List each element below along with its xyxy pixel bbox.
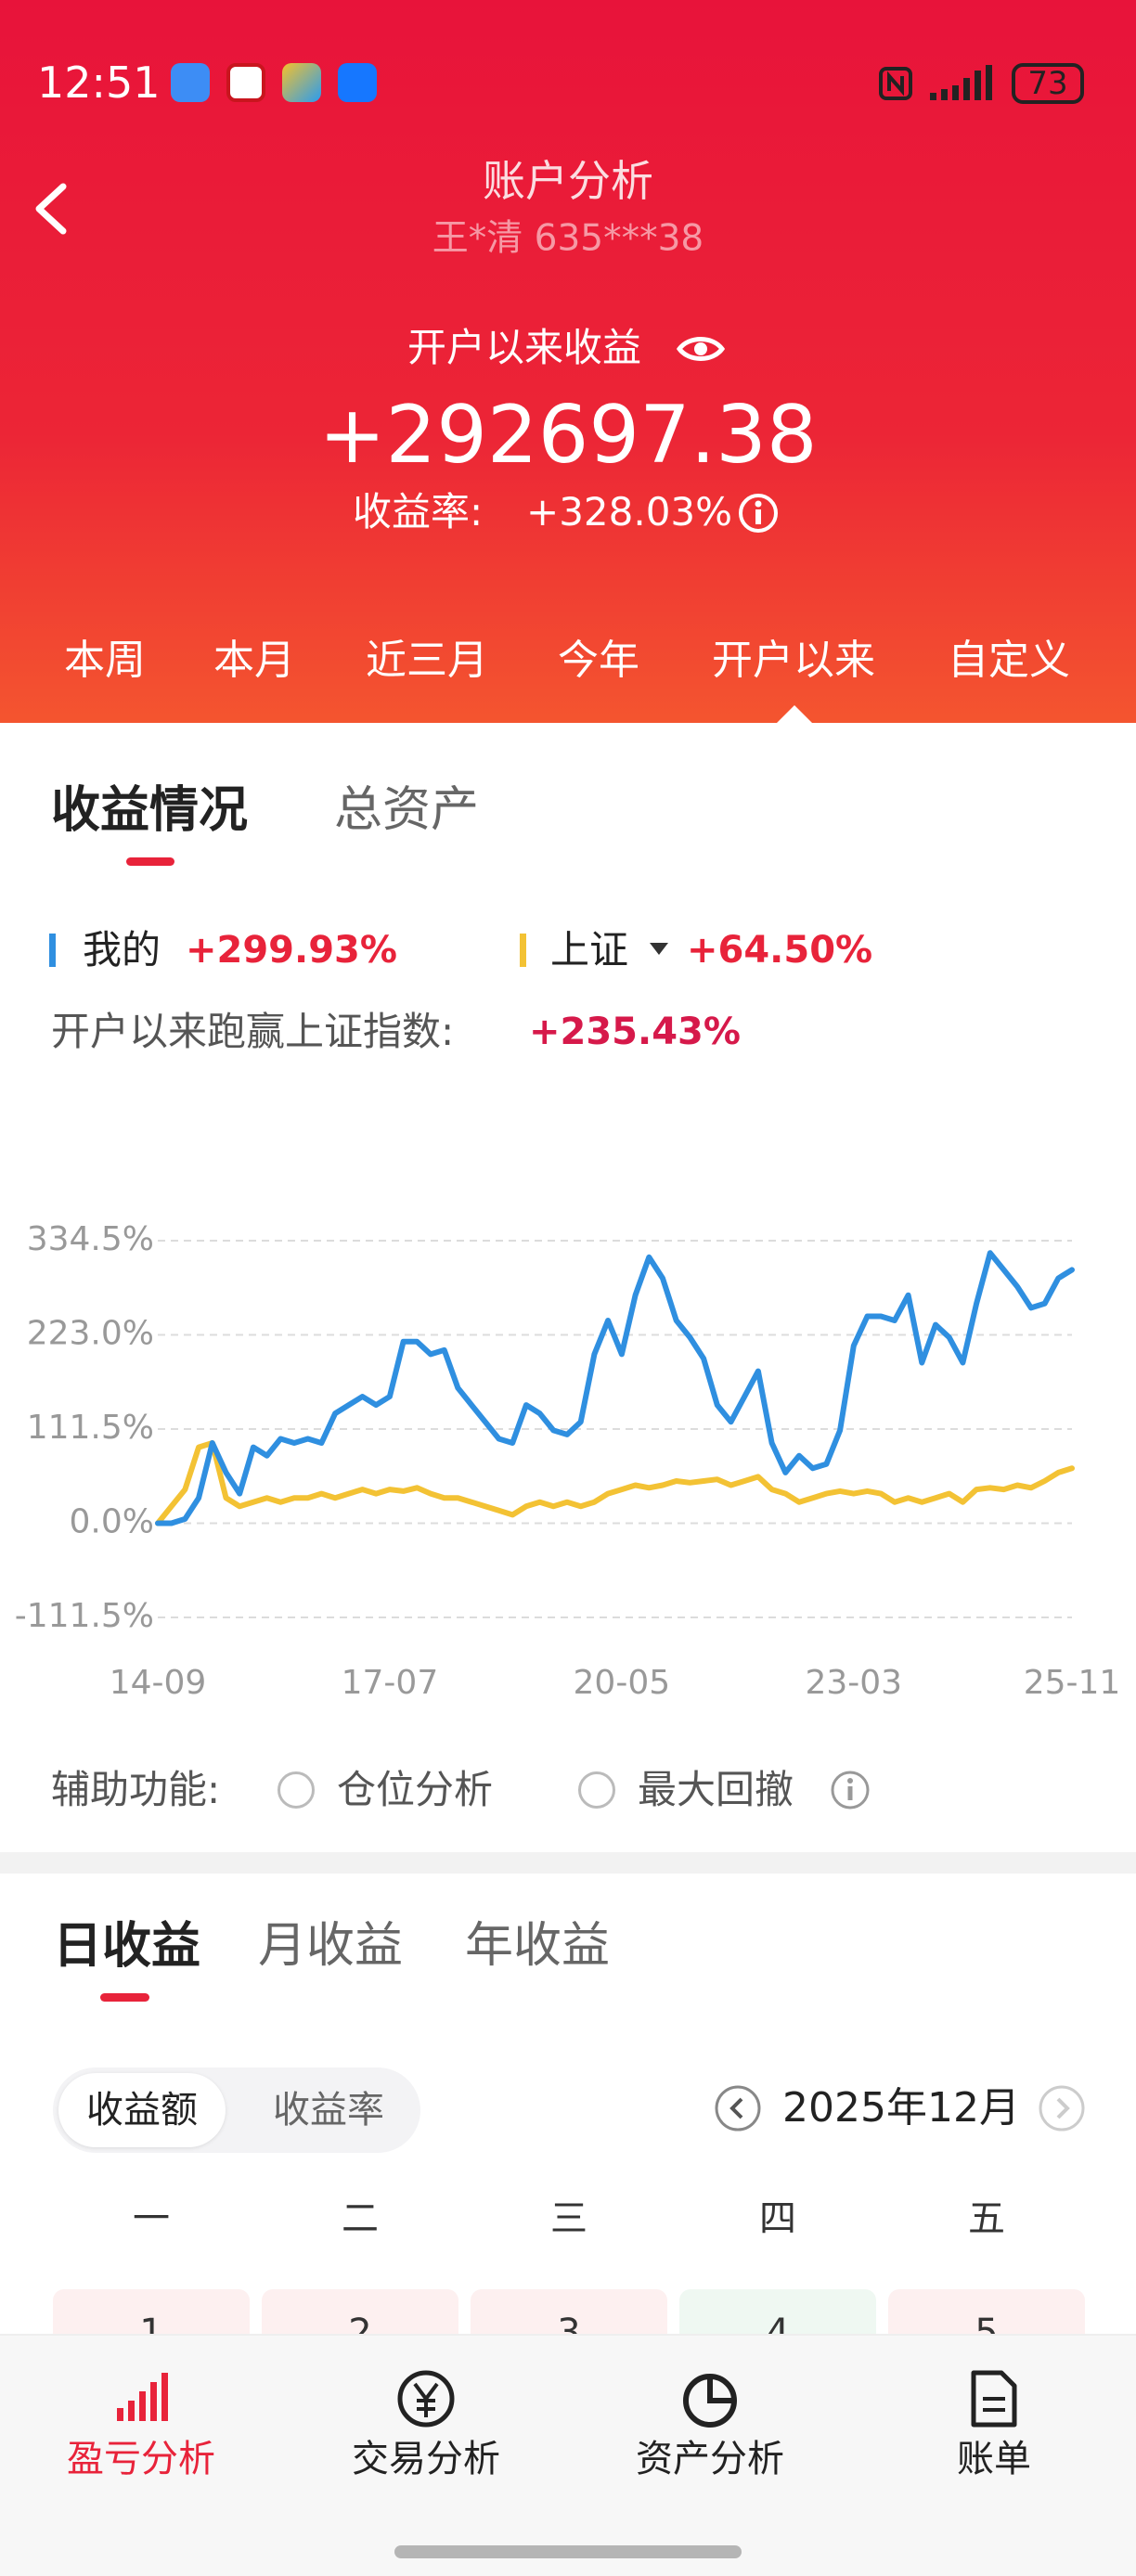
dropdown-arrow[interactable] xyxy=(650,943,668,956)
earning-tab[interactable]: 年收益 xyxy=(465,1918,611,1974)
bottom-nav: 盈亏分析 交易分析 资产分析 账单 xyxy=(0,2334,1136,2576)
nav-label[interactable]: 资产分析 xyxy=(636,2438,784,2480)
app-icon xyxy=(226,63,265,102)
legend-swatch xyxy=(520,934,526,967)
period-tab[interactable]: 开户以来 xyxy=(712,637,875,684)
legend-value: +64.50% xyxy=(687,929,873,972)
x-tick-label: 23-03 xyxy=(805,1664,902,1702)
app-icon xyxy=(282,63,321,102)
aux-label: 辅助功能: xyxy=(51,1767,221,1812)
nav-label[interactable]: 账单 xyxy=(957,2438,1031,2480)
radio[interactable] xyxy=(278,1771,315,1809)
y-tick-label: -111.5% xyxy=(15,1597,154,1635)
aux-option[interactable]: 最大回撤 xyxy=(638,1767,794,1812)
info-icon[interactable] xyxy=(829,1769,871,1811)
nav-icon[interactable] xyxy=(968,2367,1020,2430)
total-profit: +292697.38 xyxy=(318,389,818,482)
toggle-active xyxy=(58,2073,226,2147)
info-icon[interactable] xyxy=(737,492,780,535)
nfc-icon xyxy=(879,67,912,100)
period-tab[interactable]: 本月 xyxy=(213,637,295,684)
earning-tab[interactable]: 月收益 xyxy=(258,1918,404,1974)
y-tick-label: 111.5% xyxy=(27,1409,154,1447)
period-tab[interactable]: 自定义 xyxy=(948,637,1070,684)
toggle-option[interactable]: 收益额 xyxy=(86,2089,198,2132)
rate-label: 收益率: xyxy=(353,489,484,535)
outperform-label: 开户以来跑赢上证指数: xyxy=(51,1009,455,1054)
legend-label: 我的 xyxy=(83,927,161,972)
y-tick-label: 0.0% xyxy=(70,1503,154,1541)
app-icon xyxy=(338,63,377,102)
section-tab[interactable]: 收益情况 xyxy=(51,781,248,839)
eye-icon[interactable] xyxy=(676,330,726,367)
weekday: 一 xyxy=(133,2197,170,2240)
battery-level: 73 xyxy=(1027,65,1068,102)
legend-value: +299.93% xyxy=(186,929,397,972)
weekday: 二 xyxy=(342,2197,379,2240)
x-tick-label: 20-05 xyxy=(574,1664,671,1702)
radio[interactable] xyxy=(578,1771,615,1809)
y-tick-label: 334.5% xyxy=(27,1220,154,1258)
nav-icon[interactable] xyxy=(678,2367,742,2430)
back-button[interactable] xyxy=(28,181,74,237)
x-tick-label: 14-09 xyxy=(110,1664,207,1702)
nav-icon[interactable] xyxy=(394,2367,458,2430)
nav-label[interactable]: 盈亏分析 xyxy=(67,2438,215,2480)
weekday: 三 xyxy=(550,2197,587,2240)
legend-label[interactable]: 上证 xyxy=(550,927,629,972)
y-tick-label: 223.0% xyxy=(27,1315,154,1353)
header-background xyxy=(0,0,1136,723)
summary-label: 开户以来收益 xyxy=(407,325,642,370)
tab-underline xyxy=(100,1993,149,2002)
line-series xyxy=(155,1250,1075,1526)
earning-tab[interactable]: 日收益 xyxy=(53,1917,200,1975)
nav-icon[interactable] xyxy=(113,2369,169,2425)
rate-value: +328.03% xyxy=(526,489,733,535)
prev-month[interactable] xyxy=(714,2084,762,2132)
account-id: 王*清 635***38 xyxy=(432,217,704,260)
x-tick-label: 17-07 xyxy=(342,1664,439,1702)
divider xyxy=(0,1852,1136,1874)
signal-icon xyxy=(930,65,992,100)
x-tick-label: 25-11 xyxy=(1024,1664,1121,1702)
weekday: 五 xyxy=(968,2197,1005,2240)
weekday: 四 xyxy=(759,2197,796,2240)
period-tab[interactable]: 近三月 xyxy=(366,637,488,684)
home-indicator xyxy=(394,2545,742,2558)
period-tab[interactable]: 今年 xyxy=(558,637,639,684)
page-title: 账户分析 xyxy=(483,156,653,206)
status-time: 12:51 xyxy=(37,58,161,108)
toggle-option[interactable]: 收益率 xyxy=(273,2089,384,2132)
outperform-value: +235.43% xyxy=(529,1011,741,1053)
section-tab[interactable]: 总资产 xyxy=(334,782,480,838)
app-icon xyxy=(171,63,210,102)
tab-underline xyxy=(126,857,174,866)
active-tab-pointer xyxy=(776,705,813,724)
period-tab[interactable]: 本周 xyxy=(64,637,146,684)
month-label: 2025年12月 xyxy=(782,2084,1020,2132)
line-series xyxy=(155,1440,1075,1526)
next-month[interactable] xyxy=(1038,2084,1086,2132)
nav-label[interactable]: 交易分析 xyxy=(352,2438,500,2480)
battery xyxy=(1012,63,1084,104)
legend-swatch xyxy=(49,934,56,967)
chart: -111.5% 0.0% 111.5% 223.0% 334.5% 14-09 17-07 2… xyxy=(15,1220,1121,1702)
aux-option[interactable]: 仓位分析 xyxy=(337,1767,494,1812)
